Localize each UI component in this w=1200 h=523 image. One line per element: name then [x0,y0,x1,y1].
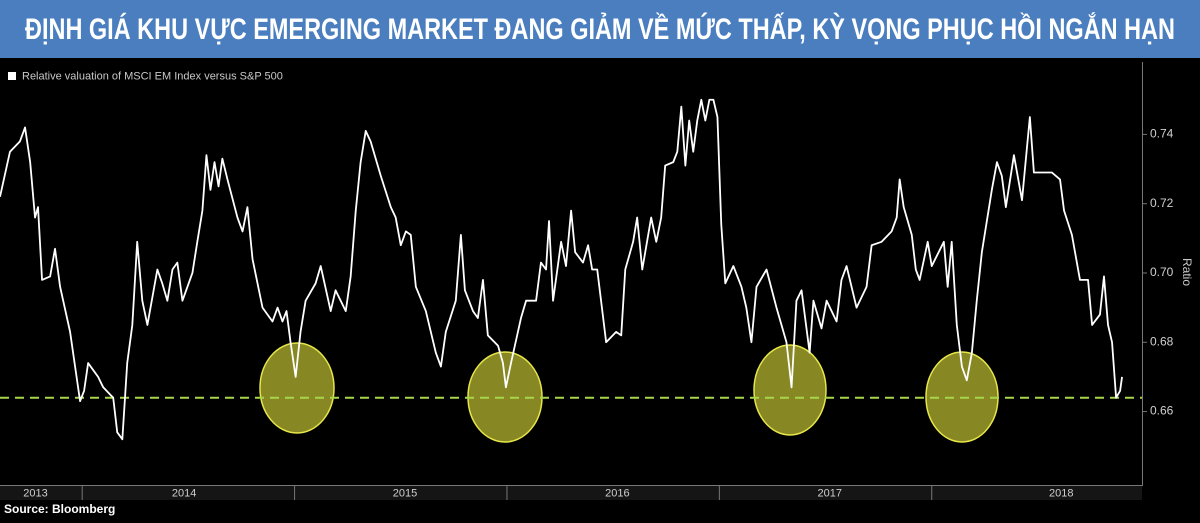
x-tick-label: 2017 [818,487,842,499]
x-tick-label: 2016 [605,487,629,499]
x-tick-label: 2014 [172,487,196,499]
highlight-circle [753,344,827,436]
legend-swatch [8,72,16,80]
legend-label: Relative valuation of MSCI EM Index vers… [22,70,283,82]
highlight-circles [259,342,999,443]
x-axis-strip [0,486,1142,500]
chart-title: ĐỊNH GIÁ KHU VỰC EMERGING MARKET ĐANG GI… [25,12,1175,46]
y-tick-label: 0.66 [1150,404,1174,418]
data-line [0,98,1123,441]
source-note: Source: Bloomberg [4,502,115,516]
x-tick-label: 2013 [23,487,47,499]
y-tick-label: 0.70 [1150,265,1174,279]
x-tick-label: 2015 [393,487,417,499]
y-tick-label: 0.68 [1150,334,1174,348]
y-tick-label: 0.74 [1150,127,1174,141]
highlight-circle [259,342,335,434]
y-tick-label: 0.72 [1150,196,1174,210]
x-tick-label: 2018 [1049,487,1073,499]
title-banner [0,0,1200,58]
y-axis-title: Ratio [1180,258,1194,286]
